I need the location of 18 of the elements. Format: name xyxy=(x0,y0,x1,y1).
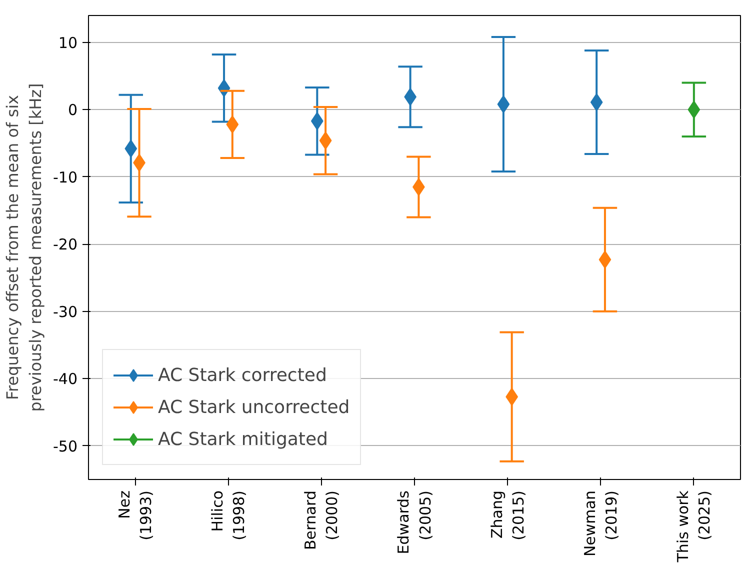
y-tick-label: -40 xyxy=(53,370,78,388)
x-tick-label: Edwards (2005) xyxy=(394,490,434,554)
x-tick-label: This work (2025) xyxy=(674,490,714,564)
y-tick-label: 0 xyxy=(68,101,78,120)
y-tick-label: -10 xyxy=(53,168,78,186)
x-tick-label: Nez (1993) xyxy=(115,490,155,540)
x-tick-label: Zhang (2015) xyxy=(488,490,528,540)
y-tick-label: -20 xyxy=(53,236,78,254)
legend-label: AC Stark mitigated xyxy=(158,428,328,450)
x-tick-label: Bernard (2000) xyxy=(302,490,342,550)
legend-label: AC Stark corrected xyxy=(158,364,327,386)
legend-label: AC Stark uncorrected xyxy=(158,396,350,418)
y-axis-title: Frequency offset from the mean of six previously reported measurements [kHz] xyxy=(3,83,45,412)
x-tick-label: Hilico (1998) xyxy=(208,490,248,540)
y-tick-label: -50 xyxy=(53,437,78,456)
x-tick-label: Newman (2019) xyxy=(580,490,621,557)
y-tick-label: 10 xyxy=(58,34,78,52)
y-tick-label: -30 xyxy=(53,302,78,321)
